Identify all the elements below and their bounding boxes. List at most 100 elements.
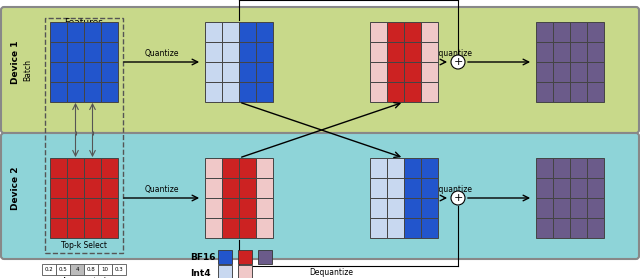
Bar — [239, 218, 256, 238]
Bar — [84, 82, 101, 102]
Bar — [205, 22, 222, 42]
Bar — [222, 22, 239, 42]
Bar — [84, 178, 101, 198]
Bar — [256, 178, 273, 198]
Bar — [570, 158, 587, 178]
Text: Quantize: Quantize — [144, 185, 179, 194]
Text: Device 1: Device 1 — [12, 40, 20, 84]
Bar — [536, 178, 553, 198]
Bar — [50, 178, 67, 198]
Bar — [570, 218, 587, 238]
Text: 0.3: 0.3 — [115, 267, 124, 272]
Bar — [536, 62, 553, 82]
Bar — [238, 250, 252, 264]
Bar — [84, 62, 101, 82]
Bar — [67, 42, 84, 62]
Bar — [101, 42, 118, 62]
Bar — [222, 62, 239, 82]
Text: BF16: BF16 — [190, 254, 216, 262]
Bar — [553, 198, 570, 218]
Bar — [587, 62, 604, 82]
Bar — [222, 82, 239, 102]
Bar — [387, 198, 404, 218]
Text: 10: 10 — [102, 267, 109, 272]
Bar — [101, 22, 118, 42]
Bar — [370, 158, 387, 178]
Bar — [101, 178, 118, 198]
Bar — [222, 158, 239, 178]
Bar — [553, 158, 570, 178]
Bar — [50, 42, 67, 62]
Bar — [222, 218, 239, 238]
Bar — [553, 218, 570, 238]
Text: Dequantize: Dequantize — [428, 49, 472, 58]
Bar — [370, 62, 387, 82]
Bar — [553, 22, 570, 42]
Bar — [421, 82, 438, 102]
Bar — [45, 18, 123, 253]
Bar — [84, 22, 101, 42]
Bar — [205, 82, 222, 102]
Bar — [84, 218, 101, 238]
Bar — [256, 82, 273, 102]
Text: Top-k Select: Top-k Select — [61, 241, 107, 250]
Bar — [239, 22, 256, 42]
Bar — [256, 42, 273, 62]
Bar — [205, 42, 222, 62]
Bar — [553, 82, 570, 102]
Bar — [421, 22, 438, 42]
Text: 0.2: 0.2 — [45, 267, 53, 272]
Bar — [256, 22, 273, 42]
Bar — [587, 218, 604, 238]
Bar — [205, 218, 222, 238]
Bar — [205, 158, 222, 178]
Bar — [387, 218, 404, 238]
Bar — [239, 62, 256, 82]
Text: 4: 4 — [76, 267, 79, 272]
Bar — [570, 82, 587, 102]
Bar — [404, 198, 421, 218]
Bar — [421, 198, 438, 218]
FancyBboxPatch shape — [1, 7, 639, 133]
FancyBboxPatch shape — [1, 133, 639, 259]
Text: +: + — [453, 193, 463, 203]
Bar — [421, 218, 438, 238]
Text: 0.8: 0.8 — [86, 267, 95, 272]
Bar — [570, 198, 587, 218]
Bar — [70, 264, 84, 275]
Bar — [404, 178, 421, 198]
Bar — [50, 198, 67, 218]
Bar — [67, 178, 84, 198]
Bar — [101, 82, 118, 102]
Bar — [370, 218, 387, 238]
Bar — [387, 158, 404, 178]
Text: +: + — [453, 57, 463, 67]
Bar — [387, 178, 404, 198]
Bar — [387, 42, 404, 62]
Bar — [370, 82, 387, 102]
Bar — [370, 22, 387, 42]
Bar — [570, 22, 587, 42]
Circle shape — [451, 191, 465, 205]
Bar — [553, 62, 570, 82]
Bar — [50, 218, 67, 238]
Bar — [404, 218, 421, 238]
Bar — [536, 42, 553, 62]
Bar — [387, 22, 404, 42]
Bar — [387, 82, 404, 102]
Bar — [101, 198, 118, 218]
Bar — [222, 198, 239, 218]
Bar — [218, 250, 232, 264]
Bar — [67, 82, 84, 102]
Bar — [387, 62, 404, 82]
Bar — [421, 42, 438, 62]
Bar — [256, 198, 273, 218]
Bar — [101, 158, 118, 178]
Bar — [553, 42, 570, 62]
Bar — [222, 42, 239, 62]
Bar — [421, 158, 438, 178]
Bar — [421, 62, 438, 82]
Bar — [404, 22, 421, 42]
Circle shape — [451, 55, 465, 69]
Bar — [256, 158, 273, 178]
